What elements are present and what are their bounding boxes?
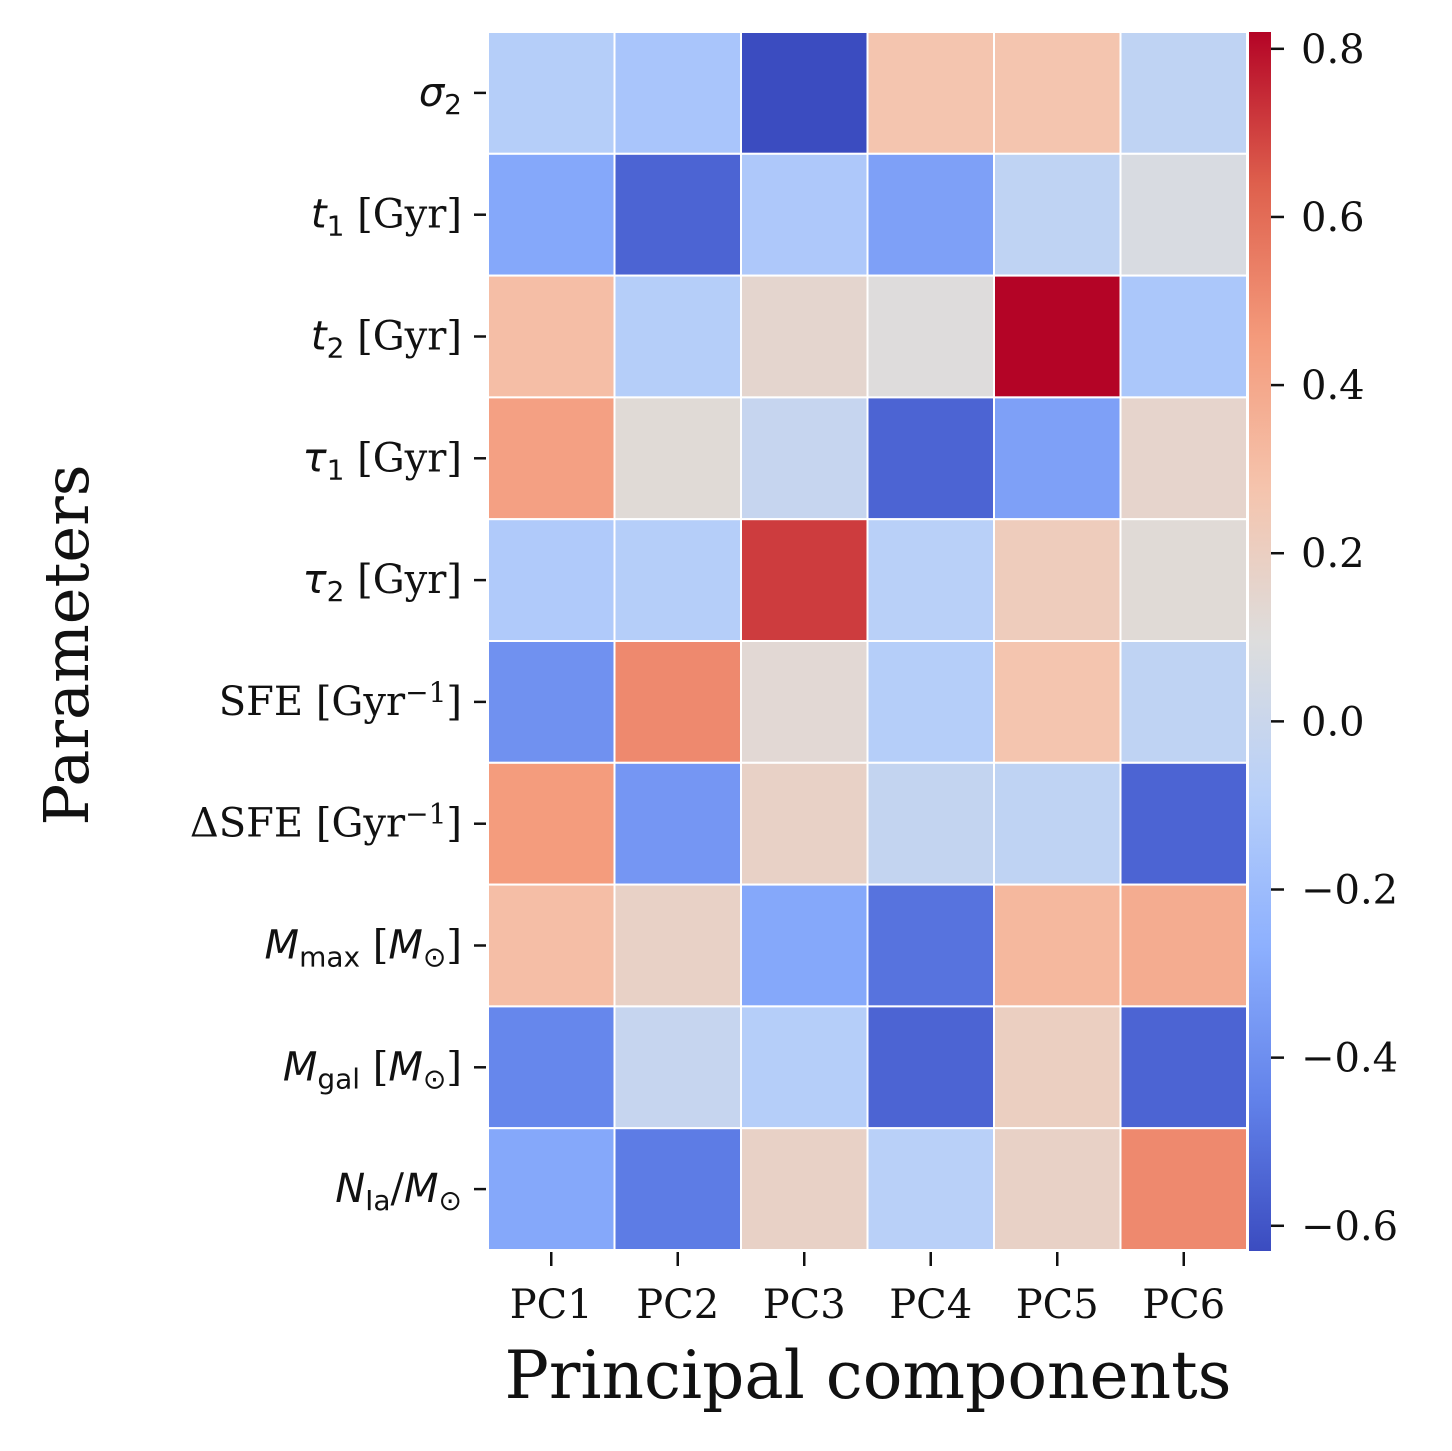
heatmap-cell [866, 761, 995, 886]
heatmap-cell [866, 274, 995, 399]
row-label: SFE [Gyr−1] [219, 676, 462, 725]
column-label: PC2 [636, 1282, 719, 1328]
heatmap-cell [993, 1127, 1122, 1251]
heatmap-cell [613, 1005, 742, 1130]
heatmap-cell [1119, 640, 1248, 764]
heatmap-cell [740, 640, 869, 764]
heatmap-cell [866, 640, 995, 764]
heatmap-cell [993, 640, 1122, 764]
heatmap-cell [740, 152, 869, 277]
row-label: τ1 [Gyr] [302, 435, 462, 486]
row-label: τ2 [Gyr] [302, 557, 462, 608]
row-label: Mmax [M⊙] [265, 923, 462, 974]
x-axis-title: Principal components [504, 1337, 1231, 1414]
row-label: ΔSFE [Gyr−1] [190, 798, 462, 847]
colorbar-tick-label: 0.0 [1301, 699, 1365, 745]
heatmap-cell [740, 274, 869, 399]
heatmap-cell [487, 640, 616, 764]
heatmap-cell [740, 761, 869, 886]
colorbar: 0.8 0.6 0.4 0.2 0.0 −0.2 −0.4 −0.6 [1249, 27, 1398, 1251]
row-label: t2 [Gyr] [311, 314, 462, 365]
heatmap-cell [740, 31, 869, 155]
heatmap-cell [487, 518, 616, 643]
colorbar-tick-label: −0.6 [1301, 1204, 1398, 1250]
row-label: t1 [Gyr] [311, 192, 462, 243]
row-label: NIa/M⊙ [335, 1166, 462, 1217]
heatmap-cell [487, 31, 616, 155]
heatmap-cell [866, 883, 995, 1008]
heatmap-cell [613, 1127, 742, 1251]
colorbar-tick-label: 0.8 [1301, 27, 1365, 73]
colorbar-tick-label: −0.4 [1301, 1036, 1398, 1082]
heatmap-cell [1119, 518, 1248, 643]
colorbar-tick-label: −0.2 [1301, 868, 1398, 914]
heatmap-cell [1119, 152, 1248, 277]
heatmap-cell [613, 518, 742, 643]
heatmap-cell [487, 274, 616, 399]
column-labels: PC1 PC2 PC3 PC4 PC5 PC6 [510, 1252, 1225, 1328]
heatmap-cell [993, 31, 1122, 155]
column-label: PC6 [1142, 1282, 1225, 1328]
colorbar-tick-label: 0.4 [1301, 363, 1365, 409]
heatmap-cell [740, 1127, 869, 1251]
heatmap-cell [993, 274, 1122, 399]
colorbar-tick-label: 0.6 [1301, 195, 1365, 241]
heatmap-cell [487, 1127, 616, 1251]
heatmap-cell [1119, 883, 1248, 1008]
colorbar-gradient [1249, 32, 1271, 1251]
heatmap-cell [1119, 1005, 1248, 1130]
heatmap-cell [1119, 396, 1248, 521]
row-label: Mgal [M⊙] [283, 1044, 462, 1095]
heatmap-cell [1119, 274, 1248, 399]
heatmap-cell [613, 761, 742, 886]
heatmap-cell [613, 640, 742, 764]
heatmap-cell [740, 1005, 869, 1130]
heatmap-cell [866, 518, 995, 643]
heatmap-cell [866, 1005, 995, 1130]
heatmap-cell [1119, 761, 1248, 886]
heatmap-cell [993, 761, 1122, 886]
column-label: PC3 [763, 1282, 846, 1328]
colorbar-tick-label: 0.2 [1301, 531, 1365, 577]
heatmap-cell [1119, 1127, 1248, 1251]
heatmap-cell [487, 1005, 616, 1130]
heatmap-cell [613, 883, 742, 1008]
heatmap-cell [613, 396, 742, 521]
y-axis-title: Parameters [30, 464, 103, 825]
column-label: PC1 [510, 1282, 593, 1328]
heatmap-cell [993, 1005, 1122, 1130]
heatmap-cell [487, 761, 616, 886]
heatmap-cell [613, 152, 742, 277]
heatmap-cell [740, 883, 869, 1008]
heatmap-cell [487, 396, 616, 521]
heatmap-cell [740, 396, 869, 521]
heatmap-cell [487, 883, 616, 1008]
heatmap-cell [993, 152, 1122, 277]
heatmap-cell [740, 518, 869, 643]
row-labels: σ2 t1 [Gyr] t2 [Gyr] τ1 [Gyr] τ2 [Gyr] SFE [G… [190, 70, 486, 1217]
heatmap-cell [613, 274, 742, 399]
heatmap-cell [993, 518, 1122, 643]
heatmap-cell [866, 1127, 995, 1251]
heatmap-cell [866, 31, 995, 155]
heatmap-cell [993, 396, 1122, 521]
heatmap-cells [487, 31, 1248, 1251]
heatmap-cell [1119, 31, 1248, 155]
heatmap-cell [866, 396, 995, 521]
heatmap-cell [487, 152, 616, 277]
row-label: σ2 [419, 70, 462, 121]
heatmap-cell [993, 883, 1122, 1008]
heatmap-cell [613, 31, 742, 155]
heatmap-cell [866, 152, 995, 277]
column-label: PC5 [1016, 1282, 1099, 1328]
column-label: PC4 [889, 1282, 972, 1328]
